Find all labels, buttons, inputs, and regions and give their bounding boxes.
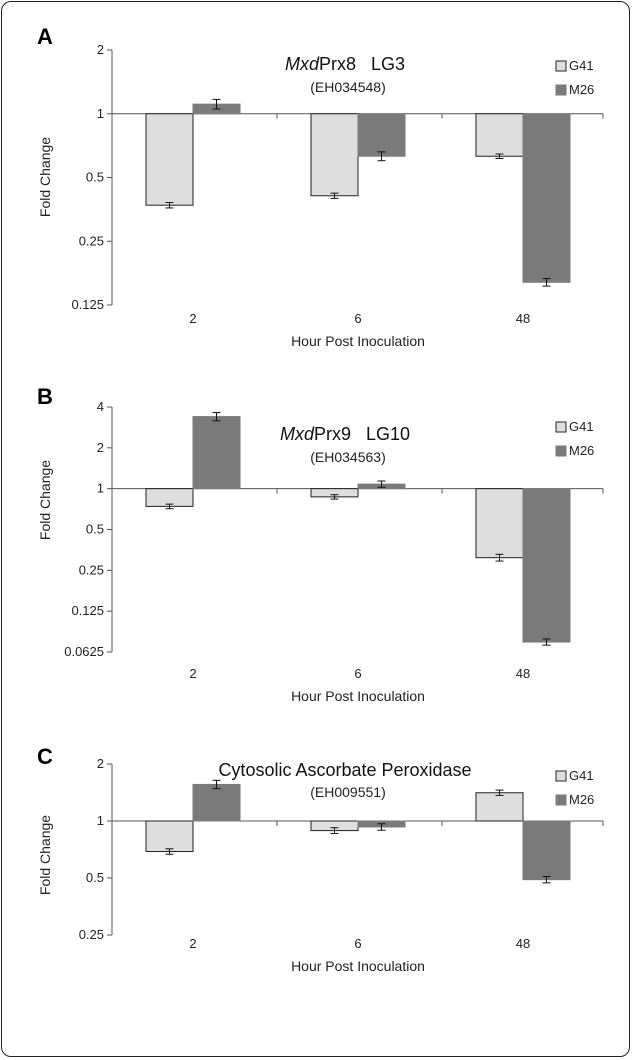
legend-swatch-m26 (555, 445, 567, 457)
x-axis-label: Hour Post Inoculation (291, 958, 425, 974)
y-tick-label: 1 (97, 106, 104, 121)
bar-m26-48 (522, 488, 571, 643)
y-tick-label: 0.5 (86, 870, 104, 885)
legend-swatch-m26 (555, 84, 567, 96)
y-axis-label: Fold Change (37, 815, 53, 895)
y-tick-label: 2 (97, 440, 104, 455)
y-tick-label: 0.5 (86, 522, 104, 537)
bar-g41-48 (475, 792, 524, 822)
chart-title-rest: Prx9 LG10 (314, 424, 410, 444)
panel-label: B (37, 384, 53, 409)
x-tick-label: 2 (189, 311, 196, 326)
bar-g41-6 (310, 113, 359, 197)
panel-label: A (37, 24, 53, 49)
legend-label-g41: G41 (569, 58, 594, 73)
y-tick-label: 0.0625 (64, 644, 104, 659)
chart-title-rest: Cytosolic Ascorbate Peroxidase (218, 760, 471, 780)
x-tick-label: 2 (189, 936, 196, 951)
y-tick-label: 0.25 (79, 927, 104, 942)
x-tick-label: 6 (354, 311, 361, 326)
y-tick-label: 0.125 (71, 297, 104, 312)
y-tick-label: 1 (97, 813, 104, 828)
x-tick-label: 48 (516, 311, 530, 326)
y-tick-label: 4 (97, 399, 104, 414)
y-tick-label: 2 (97, 756, 104, 771)
legend-swatch-g41 (555, 60, 567, 72)
chart-title-rest: Prx8 LG3 (319, 54, 405, 74)
x-axis-label: Hour Post Inoculation (291, 333, 425, 349)
x-tick-label: 48 (516, 936, 530, 951)
chart-subtitle: (EH034548) (310, 79, 386, 95)
bar-m26-2 (192, 416, 241, 490)
legend-label-m26: M26 (569, 792, 594, 807)
x-axis-label: Hour Post Inoculation (291, 688, 425, 704)
bar-m26-6 (357, 113, 406, 157)
legend-label-g41: G41 (569, 768, 594, 783)
bar-m26-2 (192, 783, 241, 822)
bar-g41-48 (475, 113, 524, 157)
chart-title: MxdPrx8 LG3 (285, 54, 405, 74)
bar-m26-48 (522, 113, 571, 283)
chart-title: Cytosolic Ascorbate Peroxidase (218, 760, 471, 780)
bar-m26-48 (522, 820, 571, 881)
legend-swatch-g41 (555, 421, 567, 433)
y-tick-label: 1 (97, 481, 104, 496)
chart-title-italic: Mxd (285, 54, 320, 74)
legend-label-m26: M26 (569, 82, 594, 97)
y-tick-label: 0.25 (79, 562, 104, 577)
x-tick-label: 6 (354, 936, 361, 951)
legend-swatch-g41 (555, 770, 567, 782)
chart-subtitle: (EH009551) (310, 784, 386, 800)
y-tick-label: 0.25 (79, 233, 104, 248)
y-tick-label: 0.5 (86, 170, 104, 185)
bar-g41-2 (145, 820, 194, 853)
y-tick-label: 2 (97, 42, 104, 57)
bar-g41-48 (475, 488, 524, 559)
panel-label: C (37, 744, 53, 769)
x-tick-label: 48 (516, 666, 530, 681)
legend-label-g41: G41 (569, 419, 594, 434)
chart-title-italic: Mxd (280, 424, 315, 444)
chart-title: MxdPrx9 LG10 (280, 424, 410, 444)
x-tick-label: 6 (354, 666, 361, 681)
legend-label-m26: M26 (569, 443, 594, 458)
legend-swatch-m26 (555, 794, 567, 806)
y-axis-label: Fold Change (37, 460, 53, 540)
chart-subtitle: (EH034563) (310, 449, 386, 465)
y-axis-label: Fold Change (37, 137, 53, 217)
bar-g41-2 (145, 113, 194, 206)
y-tick-label: 0.125 (71, 603, 104, 618)
x-tick-label: 2 (189, 666, 196, 681)
